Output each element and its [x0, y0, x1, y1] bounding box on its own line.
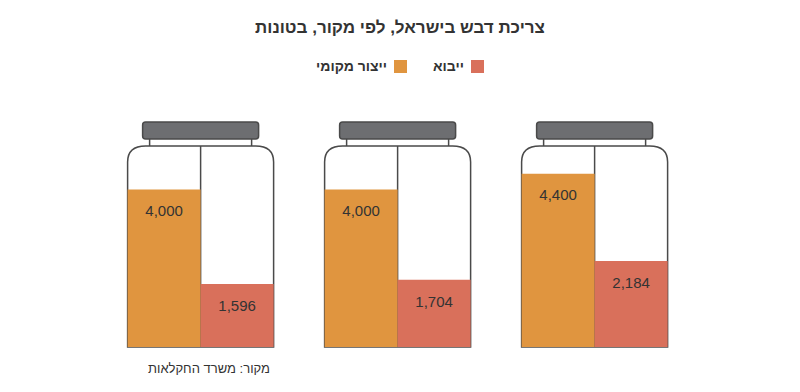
- html-text:צריכת דבש בישראל, לפי מקור, בט: צריכת דבש בישראל, לפי מקור, בטונות: [255, 18, 545, 37]
- svg-text:1,596: 1,596: [218, 297, 256, 314]
- html-text:מקור: משרד החקלאות: מקור: משרד החקלאות: [148, 361, 270, 376]
- svg-text:4,400: 4,400: [539, 186, 577, 203]
- svg-text:2,184: 2,184: [612, 274, 650, 291]
- html-text:ייבוא: ייבוא: [433, 58, 464, 74]
- svg-text:4,000: 4,000: [145, 202, 183, 219]
- html-text:ייצור מקומי: ייצור מקומי: [316, 58, 387, 74]
- svg-text:4,000: 4,000: [342, 202, 380, 219]
- svg-text:1,704: 1,704: [415, 293, 453, 310]
